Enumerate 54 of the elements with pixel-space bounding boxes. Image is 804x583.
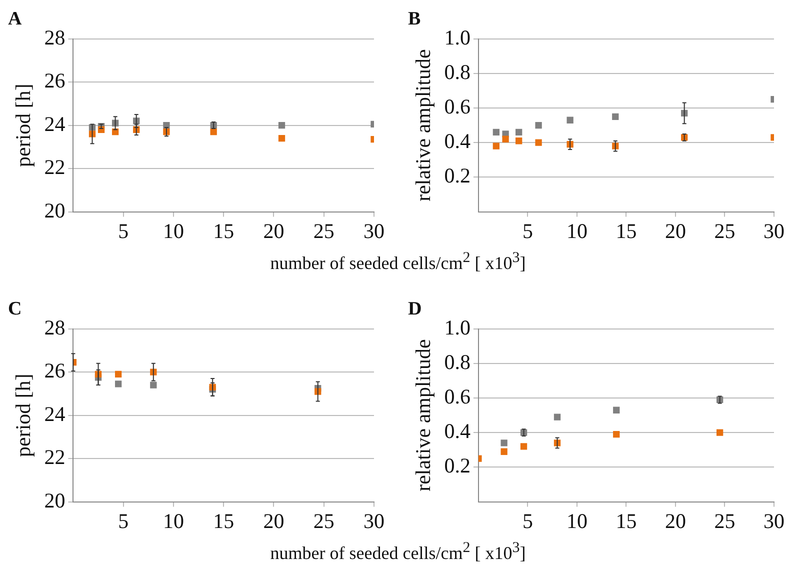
- x-tick-label: 5: [118, 218, 129, 243]
- y-tick-label: 0.6: [444, 94, 470, 119]
- x-tick-label: 15: [616, 218, 637, 243]
- y-axis-title: period [h]: [11, 374, 36, 457]
- y-tick-label: 0.8: [444, 60, 470, 84]
- x-tick-label: 20: [263, 218, 284, 243]
- y-tick-label: 1.0: [444, 25, 470, 50]
- y-tick-label: 24: [44, 112, 66, 136]
- x-tick-label: 5: [522, 508, 533, 533]
- y-axis-title: relative amplitude: [411, 49, 436, 202]
- x-tick-label: 30: [364, 218, 384, 243]
- x-tick-label: 15: [616, 508, 637, 533]
- y-tick-label: 28: [44, 25, 66, 50]
- y-axis-title: relative amplitude: [411, 339, 436, 492]
- chart-title: A: [8, 8, 22, 30]
- x-tick-label: 5: [522, 218, 533, 243]
- y-tick-label: 0.2: [444, 164, 470, 188]
- x-tick-label: 25: [714, 218, 736, 243]
- y-tick-label: 26: [44, 358, 66, 383]
- x-tick-label: 20: [664, 218, 686, 243]
- x-tick-label: 25: [313, 508, 334, 533]
- x-tick-label: 10: [162, 508, 184, 533]
- y-axis-title: period [h]: [11, 84, 36, 167]
- y-tick-label: 0.8: [444, 350, 470, 374]
- x-tick-label: 15: [213, 508, 234, 533]
- y-tick-label: 26: [44, 68, 66, 93]
- y-tick-label: 20: [44, 488, 66, 512]
- x-tick-label: 25: [313, 218, 334, 243]
- x-tick-label: 15: [213, 218, 234, 243]
- y-tick-label: 22: [44, 155, 66, 180]
- x-tick-label: 30: [764, 218, 784, 243]
- y-tick-label: 0.4: [444, 419, 471, 444]
- x-tick-label: 30: [764, 508, 784, 533]
- x-tick-label: 25: [714, 508, 736, 533]
- x-tick-label: 20: [263, 508, 284, 533]
- x-tick-label: 5: [118, 508, 129, 533]
- y-tick-label: 1.0: [444, 315, 470, 340]
- y-tick-label: 0.6: [444, 384, 470, 409]
- y-tick-label: 20: [44, 198, 66, 222]
- y-tick-label: 24: [44, 402, 66, 426]
- y-tick-label: 28: [44, 315, 66, 340]
- x-axis-title: number of seeded cells/cm$^{2}$ [ x10$^{3}$]: [269, 250, 527, 274]
- y-tick-label: 22: [44, 445, 66, 470]
- x-tick-label: 10: [566, 508, 588, 533]
- y-tick-label: 0.4: [444, 129, 471, 154]
- x-tick-label: 20: [664, 508, 686, 533]
- x-axis-title: number of seeded cells/cm$^{2}$ [ x10$^{3}$]: [269, 540, 527, 564]
- chart-title: C: [8, 298, 22, 320]
- x-tick-label: 10: [162, 218, 184, 243]
- chart-title: D: [408, 298, 422, 320]
- x-tick-label: 30: [364, 508, 384, 533]
- y-tick-label: 0.2: [444, 454, 470, 478]
- x-tick-label: 10: [566, 218, 588, 243]
- chart-title: B: [408, 8, 421, 30]
